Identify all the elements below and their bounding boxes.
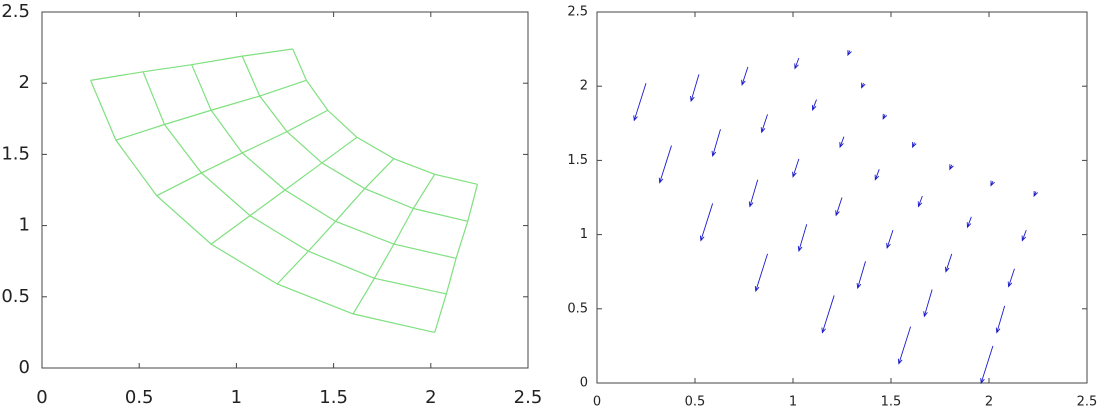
arrow <box>945 253 953 273</box>
mesh-ray <box>434 184 479 333</box>
x-tick-label: 1.5 <box>319 387 348 408</box>
y-tick-label: 0.5 <box>1 286 30 307</box>
arrow <box>949 164 954 171</box>
x-tick-label: 1 <box>789 395 797 410</box>
arrow <box>835 197 843 217</box>
arrow <box>797 224 808 253</box>
arrow <box>923 289 933 318</box>
arrow <box>821 295 835 334</box>
y-tick-label: 1.5 <box>1 143 30 164</box>
arrow <box>754 253 768 293</box>
arrow <box>990 180 995 187</box>
arrow <box>847 50 852 57</box>
arrow <box>912 142 917 149</box>
arrow <box>794 57 800 70</box>
y-tick-label: 1.5 <box>567 153 588 168</box>
arrow <box>811 99 817 112</box>
x-tick-label: 0 <box>593 395 601 410</box>
arrow <box>995 305 1006 334</box>
arrow <box>1033 191 1039 198</box>
x-tick-label: 0.5 <box>685 395 706 410</box>
y-tick-label: 0 <box>580 376 588 391</box>
mesh-ray <box>115 79 307 141</box>
y-tick-label: 2 <box>19 72 30 93</box>
x-tick-label: 2.5 <box>514 387 543 408</box>
y-tick-label: 2 <box>580 79 588 94</box>
mesh-ray <box>156 109 329 197</box>
x-tick-label: 1 <box>231 387 242 408</box>
arrow <box>792 158 800 178</box>
arrow <box>882 113 888 120</box>
arrow <box>886 230 894 250</box>
arrow <box>690 74 700 103</box>
arrow <box>966 216 972 229</box>
y-tick-label: 1 <box>19 215 30 236</box>
arrow <box>741 66 749 86</box>
plot-frame <box>596 11 1088 384</box>
y-tick-label: 2.5 <box>567 5 588 20</box>
arrow <box>839 136 845 149</box>
arrow <box>861 82 866 89</box>
plot-frame <box>41 11 529 369</box>
arrow <box>980 345 994 385</box>
arrow <box>699 203 714 242</box>
mesh-ray <box>276 158 395 285</box>
arrow <box>856 261 866 290</box>
arrow <box>917 195 923 208</box>
y-tick-label: 1 <box>580 227 588 242</box>
x-tick-label: 1.5 <box>881 395 902 410</box>
arrow <box>874 169 880 181</box>
arrow <box>760 114 768 134</box>
arrow <box>748 179 759 208</box>
arrow <box>658 145 672 184</box>
x-tick-label: 0 <box>36 387 47 408</box>
arrow <box>633 83 647 122</box>
arrow <box>1021 229 1027 242</box>
arrow <box>1007 268 1015 288</box>
mesh-ray <box>210 136 358 245</box>
arrow <box>897 326 912 365</box>
mesh-ray <box>352 174 436 315</box>
y-tick-label: 0 <box>19 357 30 378</box>
arrow <box>711 129 721 158</box>
mesh-ray <box>90 48 293 81</box>
x-tick-label: 2 <box>425 387 436 408</box>
x-tick-label: 2 <box>985 395 993 410</box>
x-tick-label: 0.5 <box>125 387 154 408</box>
x-tick-label: 2.5 <box>1077 395 1098 410</box>
y-tick-label: 0.5 <box>567 301 588 316</box>
y-tick-label: 2.5 <box>1 1 30 22</box>
